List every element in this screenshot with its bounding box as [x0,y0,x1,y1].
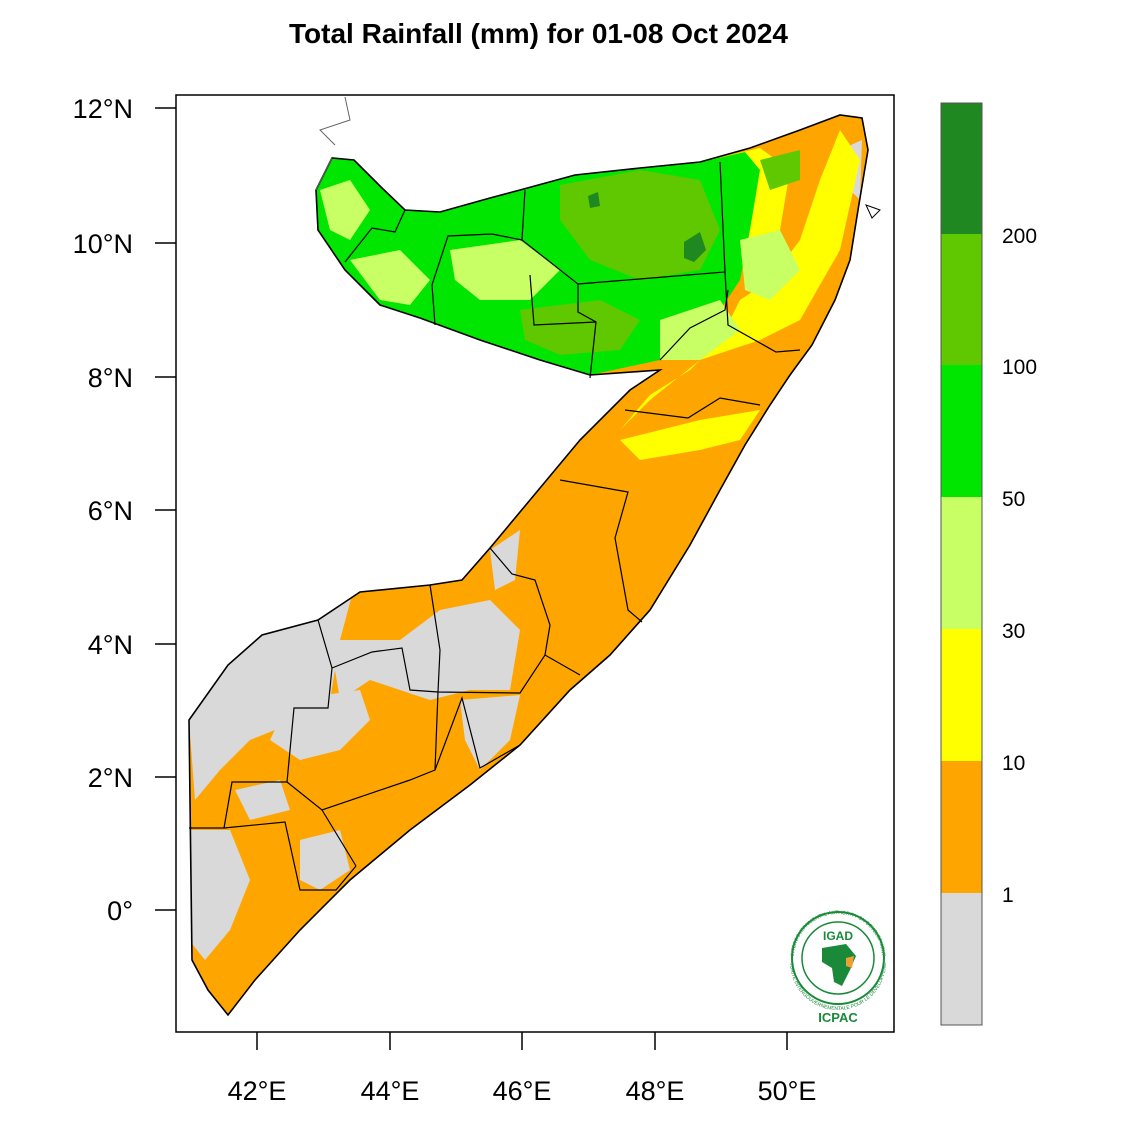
y-tick-label: 4°N [88,630,133,660]
legend-label: 1 [1002,884,1014,907]
legend-label: 30 [1002,620,1025,643]
x-tick-label: 50°E [758,1076,817,1106]
rain-class-above-200 [684,232,706,262]
rain-class-30-50 [450,240,560,300]
legend-swatch-1-10 [941,761,982,893]
legend-swatch-30-50 [941,497,982,629]
y-tick-label: 2°N [88,763,133,793]
rain-class-10-30 [620,410,760,460]
logo-igad-text: IGAD [823,929,853,943]
rain-class-30-50 [660,300,740,360]
rain-class-below-1 [330,600,520,700]
rain-class-100-200 [520,300,640,355]
rain-class-30-50 [320,180,370,240]
legend-label: 100 [1002,356,1037,379]
legend-label: 50 [1002,488,1025,511]
legend-swatch-100-200 [941,234,982,365]
legend-swatch-above-200 [941,103,982,234]
map-title: Total Rainfall (mm) for 01-08 Oct 2024 [289,18,788,49]
legend-swatch-10-30 [941,629,982,761]
y-tick-label: 10°N [73,229,133,259]
legend-label: 200 [1002,225,1037,248]
rain-class-100-200 [760,150,800,190]
neighbor-border [315,96,351,191]
y-tick-label: 8°N [88,363,133,393]
y-tick-label: 0° [107,896,133,926]
x-axis: 42°E 44°E 46°E 48°E 50°E [228,1032,817,1106]
admin-boundaries [189,161,801,891]
igad-region-icon [846,956,854,968]
logo-icpac-text: ICPAC [818,1010,858,1025]
y-tick-label: 6°N [88,496,133,526]
rain-class-below-1 [300,830,350,890]
rain-class-30-50 [740,230,800,300]
rain-class-100-200 [560,170,720,280]
rain-class-below-1 [460,695,520,770]
legend-label: 10 [1002,752,1025,775]
x-tick-label: 48°E [626,1076,685,1106]
rain-class-below-1 [235,780,290,820]
rain-class-below-1 [189,595,352,800]
x-tick-label: 46°E [493,1076,552,1106]
rain-class-below-1 [189,830,250,960]
rain-class-30-50 [350,250,430,305]
x-tick-label: 42°E [228,1076,287,1106]
rain-class-10-30 [560,130,860,490]
cape-island [865,204,881,219]
africa-icon [822,944,856,986]
rain-class-above-200 [588,192,600,208]
legend-swatch-below-1 [941,893,982,1025]
legend-border [940,102,983,1026]
x-tick-label: 44°E [361,1076,420,1106]
color-legend: 1 10 30 50 100 200 [940,102,1037,1026]
y-axis: 12°N 10°N 8°N 6°N 4°N 2°N 0° [73,94,176,926]
y-tick-label: 12°N [73,94,133,124]
legend-swatch-50-100 [941,365,982,497]
rain-class-below-1 [490,530,520,590]
